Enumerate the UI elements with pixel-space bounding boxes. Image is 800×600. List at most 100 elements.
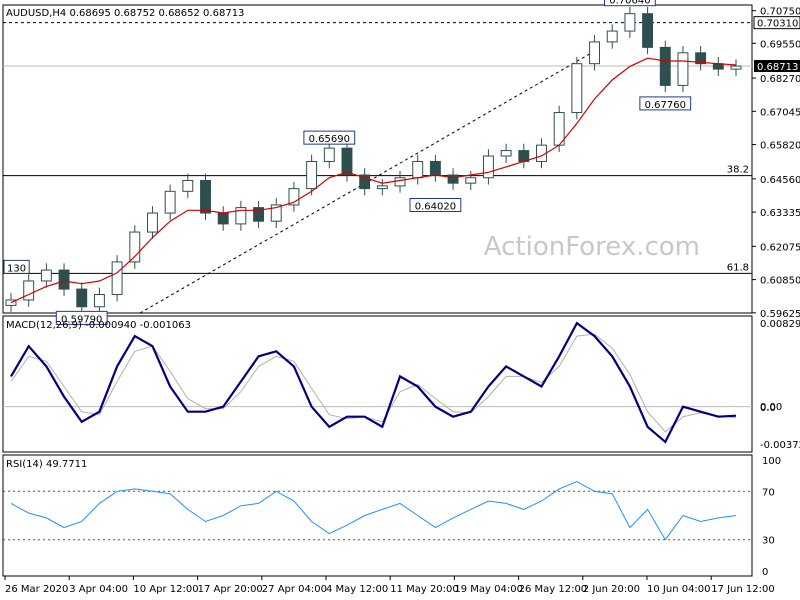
price-annotation-label: 0.70640 — [609, 0, 650, 7]
pane-frame-1 — [2, 315, 753, 453]
y-tick-label: 0.70750 — [760, 7, 800, 18]
candle-body — [76, 288, 88, 308]
rsi-tick-label: 70 — [762, 487, 775, 498]
x-tick-label: 4 May 12:00 — [326, 584, 388, 595]
candle-body — [341, 147, 353, 176]
rsi-tick-label: 30 — [762, 536, 775, 547]
x-tick-label: 11 May 20:00 — [390, 584, 459, 595]
x-tick-label: 10 Apr 12:00 — [133, 584, 198, 595]
price-annotation-box — [604, 0, 656, 7]
candle-body — [253, 207, 265, 222]
candle-body — [412, 160, 424, 179]
y-tick-label: 0.62075 — [760, 242, 800, 253]
watermark: ActionForex.com — [484, 232, 700, 262]
price-pane-title: AUDUSD,H4 0.68695 0.68752 0.68652 0.6871… — [6, 8, 244, 19]
price-scales: 0.70750 0.69550 0.68270 0.67045 0.65820 0.645… — [752, 7, 800, 578]
y-tick-label: 0.59625 — [760, 309, 800, 320]
pane-frame-0 — [2, 4, 753, 314]
y-tick-label: 0.67045 — [760, 107, 800, 118]
candle-body — [270, 204, 282, 222]
candle-body — [111, 261, 123, 296]
candle-body — [40, 269, 52, 282]
candle-body — [500, 150, 512, 157]
price-annotation-label: 0.65690 — [309, 134, 350, 145]
candle-body — [58, 269, 70, 290]
candle-body — [642, 13, 654, 48]
y-tick-label: 0.63335 — [760, 208, 800, 219]
macd-line — [10, 321, 737, 444]
price-annotation-label: 0.67760 — [645, 100, 686, 111]
y-tick-label: 0.64560 — [760, 175, 800, 186]
candle-body — [359, 174, 371, 190]
candle-body — [323, 147, 335, 162]
candle-body — [23, 280, 35, 301]
y-tick-label: 0.69550 — [760, 39, 800, 50]
current-price-label: 0.68713 — [757, 62, 798, 73]
candle-body — [624, 13, 636, 32]
macd-tick-label: -0.003725 — [760, 440, 800, 451]
rsi-line — [10, 481, 737, 541]
candle-body — [376, 185, 388, 190]
candle-body — [164, 190, 176, 214]
rsi-pane-title: RSI(14) 49.7711 — [6, 459, 87, 470]
fib-label-0: 38.2 — [727, 165, 749, 176]
y-tick-label: 0.65820 — [760, 141, 800, 152]
resistance-label: 0.70310 — [757, 19, 798, 30]
x-tick-label: 26 May 12:00 — [519, 584, 588, 595]
candle-body — [571, 63, 583, 114]
candle-body — [695, 52, 707, 65]
plot-area: ActionForex.com 38.2 61.8 0.70640 0.67760 0.6… — [2, 0, 753, 577]
candle-body — [429, 160, 441, 176]
x-tick-label: 17 Apr 20:00 — [198, 584, 263, 595]
price-annotation-label: 0.64020 — [415, 201, 456, 212]
x-tick-label: 17 Jun 12:00 — [711, 584, 775, 595]
macd-tick-label: 0.00 — [760, 402, 782, 413]
candle-body — [447, 174, 459, 184]
price-annotation-box — [55, 310, 108, 325]
macd-tick-label: 0.008296 — [760, 319, 800, 330]
moving-average-line — [10, 57, 737, 304]
candle-body — [606, 30, 618, 43]
y-tick-label: 0.68270 — [760, 74, 800, 85]
candle-body — [730, 65, 742, 70]
macd-tick-label: 0.0 — [760, 403, 776, 414]
price-annotation-box — [3, 259, 30, 274]
x-tick-label: 26 Mar 2020 — [5, 584, 68, 595]
candle-body — [217, 212, 229, 225]
macd-pane-title: MACD(12,26,9) -0.000940 -0.001063 — [6, 320, 191, 331]
candle-body — [482, 155, 494, 179]
resistance-label-box — [753, 16, 800, 30]
x-tick-label: 10 Jun 04:00 — [647, 584, 711, 595]
x-tick-label: 27 Apr 04:00 — [262, 584, 327, 595]
fib-label-1: 61.8 — [727, 262, 749, 273]
candle-body — [93, 294, 105, 308]
candle-body — [129, 231, 141, 263]
x-tick-label: 19 May 04:00 — [454, 584, 523, 595]
candle-body — [465, 177, 477, 184]
rsi-tick-label: 100 — [762, 456, 781, 467]
price-annotation-box — [303, 130, 356, 145]
x-tick-label: 3 Apr 04:00 — [69, 584, 128, 595]
candle-body — [182, 179, 194, 192]
candle-body — [200, 179, 211, 214]
price-annotation-box — [639, 96, 692, 111]
candle-body — [589, 41, 600, 65]
candle-body — [306, 160, 318, 190]
price-annotation-label: 0.59790 — [61, 314, 102, 325]
rsi-tick-label: 0 — [762, 567, 768, 578]
x-tick-label: 2 Jun 20:00 — [583, 584, 640, 595]
price-annotation-box — [409, 197, 462, 212]
current-price-box — [754, 60, 800, 73]
y-tick-label: 0.60850 — [760, 276, 800, 287]
candle-body — [235, 207, 247, 225]
candle-body — [677, 52, 689, 86]
macd-signal-line — [10, 333, 737, 433]
candle-body — [659, 46, 671, 86]
candle-body — [147, 212, 158, 233]
candle-body — [288, 188, 300, 206]
candle-body — [394, 177, 406, 187]
price-annotation-label: 130 — [7, 263, 26, 274]
pane-frame-2 — [2, 454, 753, 577]
